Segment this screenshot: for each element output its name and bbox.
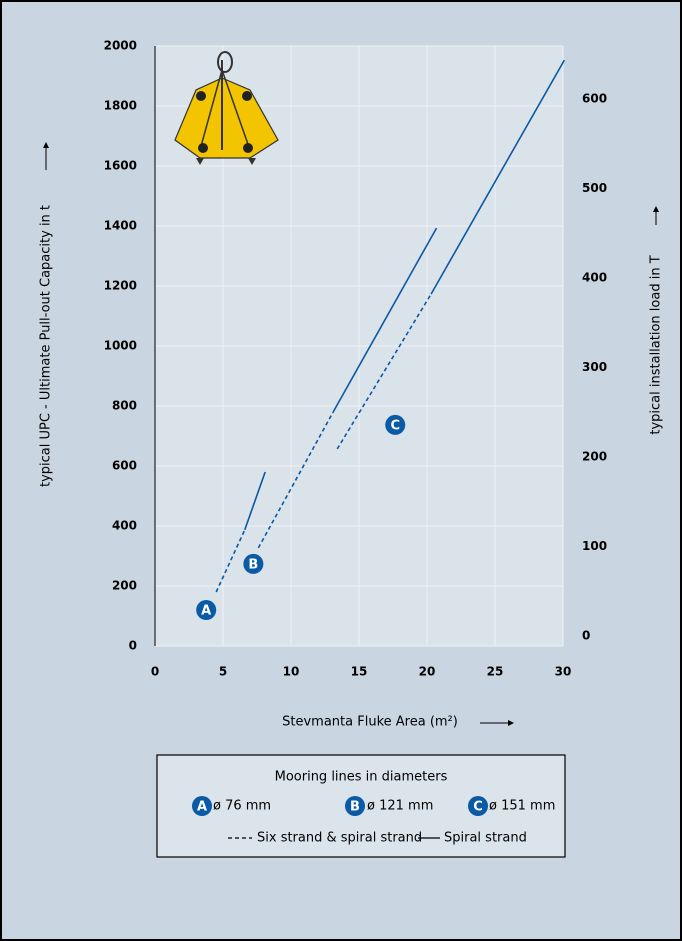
series-line [336,293,432,450]
series-marker [196,600,217,620]
legend-label: ø 121 mm [367,799,433,814]
x-tick-label: 20 [419,665,436,679]
y-tick-label: 800 [112,399,137,413]
legend-dashed-label: Six strand & spiral strand [257,831,422,846]
series-marker [243,553,264,574]
series-marker-letter: C [473,800,483,815]
x-tick-label: 25 [487,665,504,679]
series-marker [385,414,406,435]
y-tick-label: 2000 [104,39,137,53]
y-tick-label: 600 [112,459,137,473]
series-line [215,529,246,593]
grid [154,45,564,647]
series-line [244,471,266,531]
y-axis-label: typical UPC - Ultimate Pull-out Capacity… [39,205,54,487]
legend-label: ø 151 mm [489,799,555,814]
x-tick-label: 5 [219,665,227,679]
series-marker-letter: B [350,800,360,815]
series-marker [192,796,212,816]
x-axis-label: Stevmanta Fluke Area (m²) [282,715,458,730]
y2-axis-label: typical installation load in T [649,255,664,434]
series-line [430,59,566,295]
y-tick-label: 1600 [104,159,137,173]
legend-solid-label: Spiral strand [444,831,527,846]
y2-tick-label: 500 [582,181,607,195]
series-marker [345,796,365,816]
y2-tick-label: 400 [582,270,607,284]
y-tick-label: 1200 [104,279,137,293]
series-marker-letter: A [201,604,211,619]
y2-tick-label: 0 [582,629,590,643]
x-axis-arrowhead [508,720,514,726]
series-marker-letter: B [248,557,258,572]
y-tick-label: 400 [112,519,137,533]
y-tick-label: 1000 [104,339,137,353]
x-tick-label: 15 [351,665,368,679]
y2-tick-label: 100 [582,539,607,553]
y2-tick-label: 300 [582,360,607,374]
series-line [257,411,334,549]
y-tick-label: 200 [112,579,137,593]
legend-label: ø 76 mm [213,799,271,814]
y2-axis-arrowhead [653,206,659,212]
legend-title: Mooring lines in diameters [275,770,448,785]
y-tick-label: 1800 [104,99,137,113]
x-tick-label: 0 [151,665,159,679]
x-tick-label: 30 [555,665,572,679]
series-marker [468,796,488,816]
y2-tick-label: 600 [582,91,607,105]
x-tick-label: 10 [283,665,300,679]
series-marker-letter: C [390,418,400,433]
y-tick-label: 0 [129,639,137,653]
anchor-icon [174,51,279,165]
series-line [332,227,438,413]
series-marker-letter: A [197,800,207,815]
y-tick-label: 1400 [104,219,137,233]
y-axis-arrowhead [43,142,49,148]
y2-tick-label: 200 [582,450,607,464]
